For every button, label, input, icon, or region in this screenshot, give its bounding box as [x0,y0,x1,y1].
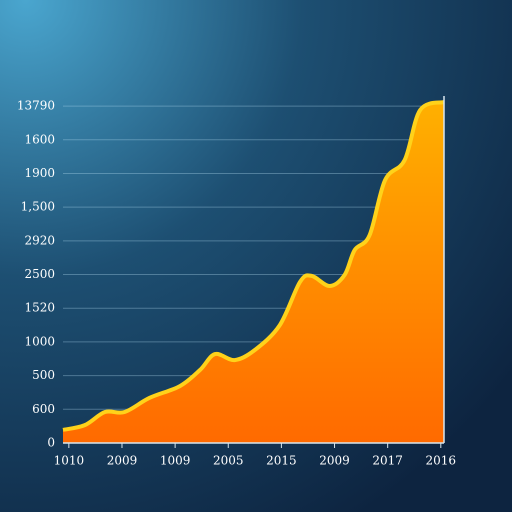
y-tick-label: 0 [47,436,55,450]
y-tick-label: 2500 [24,267,55,281]
y-tick-label: 13790 [17,99,55,113]
x-tick-label: 2015 [266,454,297,468]
x-tick-label: 1010 [54,454,85,468]
x-tick-label: 2017 [372,454,403,468]
y-tick-label: 1520 [24,301,55,315]
y-tick-label: 2920 [24,233,55,247]
y-tick-label: 1900 [24,166,55,180]
y-tick-label: 600 [32,402,55,416]
area-fill [63,102,444,443]
y-tick-label: 500 [32,368,55,382]
y-tick-label: 1600 [24,132,55,146]
x-tick-label: 2009 [319,454,350,468]
x-tick-label: 2005 [213,454,244,468]
y-tick-label: 1,500 [21,200,55,214]
x-tick-label: 1009 [160,454,191,468]
x-tick-label: 2009 [107,454,138,468]
y-tick-label: 1000 [24,334,55,348]
x-tick-label: 2016 [426,454,457,468]
area-line [62,100,445,432]
